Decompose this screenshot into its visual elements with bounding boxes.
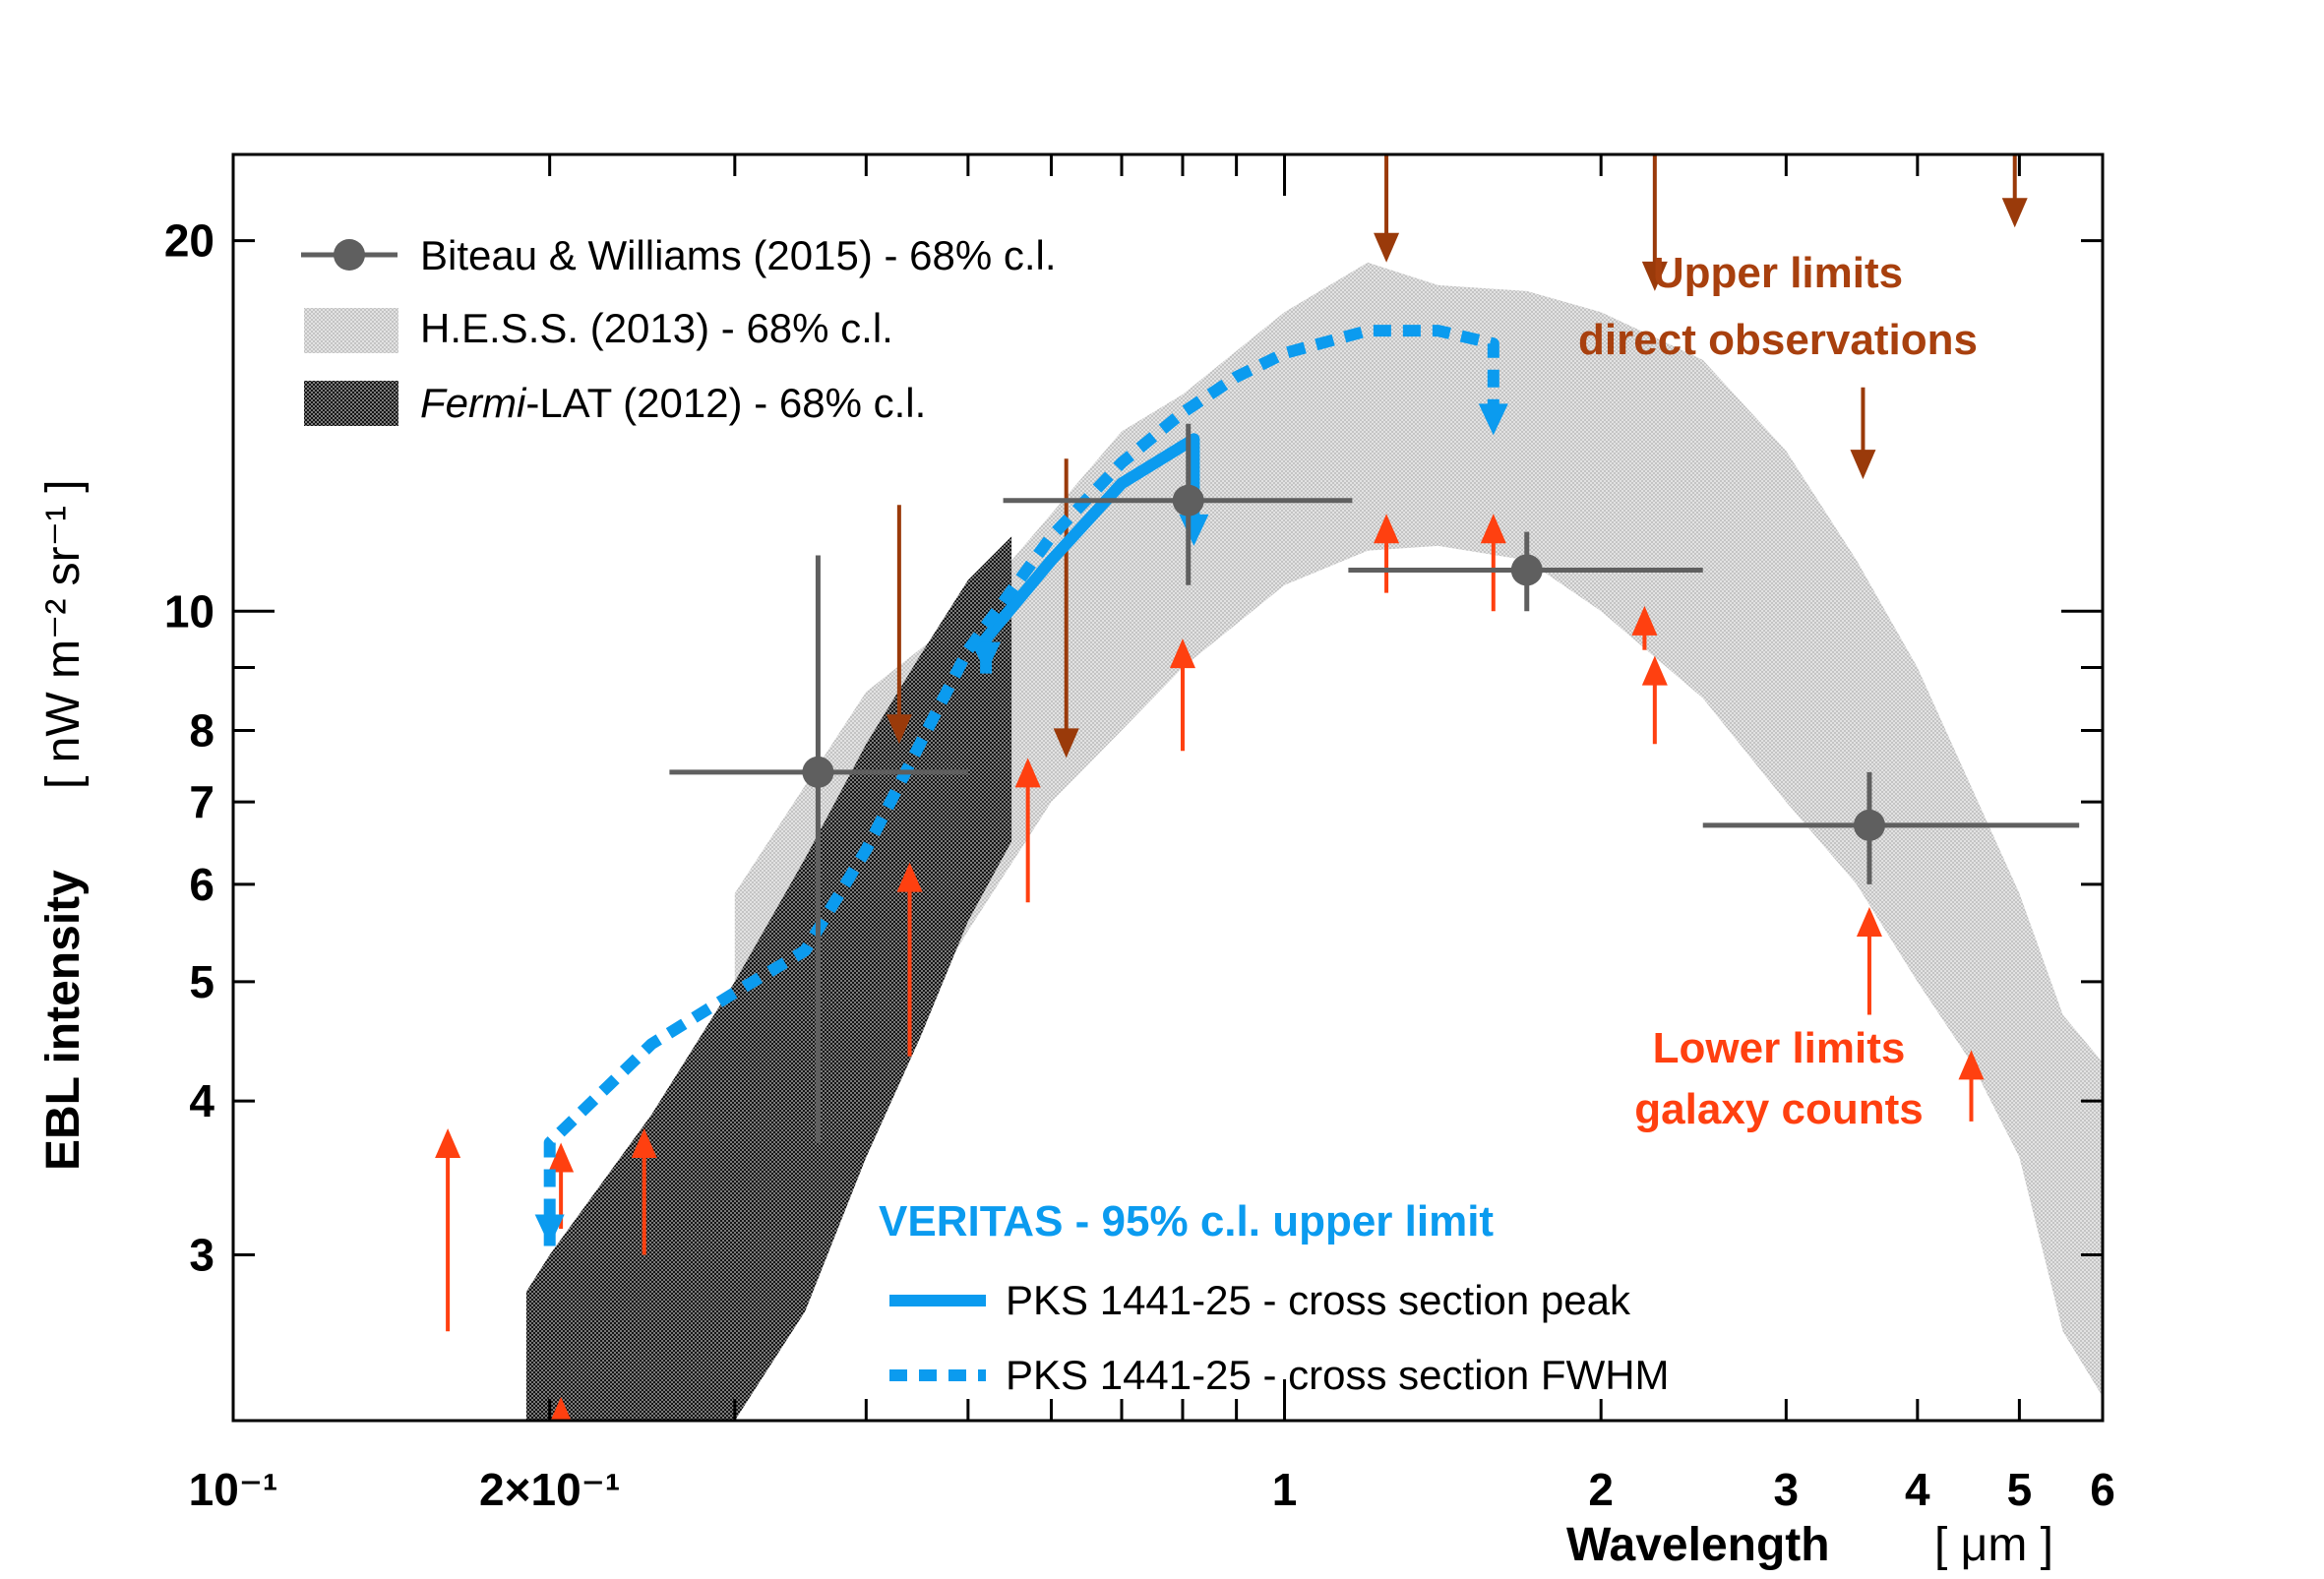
- veritas-legend-title: VERITAS - 95% c.l. upper limit: [879, 1197, 1494, 1245]
- lower-limit-arrow-7-head: [1374, 514, 1400, 544]
- lower-limit-arrow-4-head: [896, 862, 923, 892]
- lower-limits-label-line2: galaxy counts: [1634, 1085, 1923, 1133]
- upper-limits-label-line2: direct observations: [1578, 316, 1978, 364]
- y-tick-label-4: 4: [189, 1075, 214, 1126]
- y-tick-label-10: 10: [164, 585, 214, 637]
- lower-limit-arrow-3: [631, 1128, 657, 1255]
- upper-limit-arrow-5: [2001, 154, 2028, 228]
- lower-limit-arrow-9-head: [1631, 605, 1658, 636]
- lower-limit-arrow-6: [1169, 638, 1195, 752]
- legend-biteau-label: Biteau & Williams (2015) - 68% c.l.: [420, 232, 1057, 278]
- upper-limit-arrow-4: [1850, 387, 1876, 480]
- biteau-point-1: [1003, 423, 1353, 585]
- x-axis-unit: [ μm ]: [1934, 1519, 2053, 1571]
- upper-limit-arrow-2: [1374, 154, 1400, 263]
- axes-layer: 10⁻¹ 2×10⁻¹ 1 2 3 4 5 6 3 4 5 6 7 8 10 20: [164, 152, 2115, 1515]
- fermi-band: [525, 536, 1012, 1421]
- y-tick-label-6: 6: [189, 859, 214, 910]
- upper-limit-arrow-3: [1641, 154, 1668, 291]
- lower-limit-arrow-2: [550, 1396, 572, 1421]
- x-tick-label-0.2: 2×10⁻¹: [479, 1464, 620, 1515]
- hess-band: [734, 262, 2103, 1397]
- legend-fermi-italic: Fermi: [420, 380, 527, 426]
- legend-hess-label: H.E.S.S. (2013) - 68% c.l.: [420, 305, 893, 351]
- lower-limit-arrow-10-head: [1641, 655, 1668, 686]
- lower-limit-arrow-9: [1631, 605, 1658, 650]
- x-tick-label-2: 2: [1588, 1464, 1614, 1515]
- upper-limit-arrow-0-head: [886, 714, 912, 745]
- lower-limit-arrow-3-head: [631, 1128, 657, 1159]
- veritas-peak-curve-arrowhead-0: [971, 641, 1002, 674]
- lower-limit-arrow-10: [1641, 655, 1668, 745]
- y-tick-label-5: 5: [189, 956, 214, 1007]
- x-tick-label-0.1: 10⁻¹: [189, 1464, 278, 1515]
- lower-limit-arrow-8-head: [1480, 514, 1506, 544]
- legend-fermi-swatch: [304, 381, 398, 426]
- veritas-fwhm-curve-line: [543, 325, 1499, 1246]
- x-tick-label-5: 5: [2007, 1464, 2033, 1515]
- y-axis-title: EBL intensity: [37, 870, 90, 1171]
- biteau-marker-1: [1172, 484, 1204, 516]
- y-tick-label-8: 8: [189, 705, 214, 757]
- lower-limit-arrow-7: [1374, 514, 1400, 593]
- y-tick-label-7: 7: [189, 776, 214, 827]
- lower-limit-arrow-11: [1856, 906, 1882, 1015]
- upper-limit-arrow-2-head: [1374, 232, 1400, 263]
- lower-limit-arrow-0: [435, 1128, 461, 1332]
- upper-limit-arrow-4-head: [1850, 450, 1876, 480]
- x-tick-label-6: 6: [2090, 1464, 2115, 1515]
- veritas-fwhm-curve-arrowhead-0: [534, 1214, 565, 1246]
- legend-biteau-marker: [334, 239, 365, 271]
- upper-limit-arrow-3-head: [1641, 261, 1668, 291]
- upper-limit-arrow-1: [1053, 458, 1079, 759]
- lower-limit-arrow-12: [1958, 1050, 1985, 1122]
- annotation-layer: Upper limits direct observations Lower l…: [1578, 249, 1978, 1133]
- y-tick-label-3: 3: [189, 1229, 214, 1280]
- x-tick-label-3: 3: [1774, 1464, 1800, 1515]
- veritas-fwhm-curve: [534, 325, 1508, 1246]
- upper-limit-arrow-5-head: [2001, 198, 2028, 228]
- biteau-point-0: [669, 555, 968, 1143]
- lower-limit-arrow-6-head: [1169, 638, 1195, 669]
- x-tick-label-1: 1: [1272, 1464, 1298, 1515]
- lower-limit-arrow-0-head: [435, 1128, 461, 1159]
- biteau-marker-0: [802, 756, 834, 788]
- lower-limit-arrow-4: [896, 862, 923, 1057]
- legend: Biteau & Williams (2015) - 68% c.l. H.E.…: [301, 232, 1057, 426]
- plot-frame: [231, 152, 2105, 1423]
- biteau-layer: [669, 423, 2080, 1143]
- band-layer: [525, 262, 2103, 1421]
- x-axis-title: Wavelength: [1566, 1519, 1830, 1571]
- veritas-legend-peak-label: PKS 1441-25 - cross section peak: [1006, 1277, 1631, 1323]
- legend-hess-swatch: [304, 308, 398, 353]
- lower-limit-arrow-2-head: [550, 1396, 572, 1421]
- biteau-point-2: [1348, 531, 1703, 612]
- lower-limit-arrow-1-head: [548, 1142, 575, 1173]
- veritas-fwhm-curve-arrowhead-1: [1478, 403, 1508, 436]
- upper-limit-arrow-0: [886, 505, 912, 745]
- lower-limit-arrow-5: [1014, 758, 1041, 903]
- upper-limits-label-line1: Upper limits: [1653, 249, 1903, 297]
- legend-fermi-rest: -LAT (2012) - 68% c.l.: [525, 380, 926, 426]
- veritas-legend: VERITAS - 95% c.l. upper limit PKS 1441-…: [879, 1197, 1670, 1398]
- legend-fermi-label: Fermi-LAT (2012) - 68% c.l.: [420, 380, 926, 426]
- lower-limit-arrow-12-head: [1958, 1050, 1985, 1080]
- veritas-legend-fwhm-label: PKS 1441-25 - cross section FWHM: [1006, 1352, 1670, 1398]
- biteau-marker-2: [1510, 554, 1543, 586]
- lower-limit-arrow-5-head: [1014, 758, 1041, 788]
- lower-limits-label-line1: Lower limits: [1653, 1024, 1906, 1072]
- biteau-point-3: [1702, 771, 2080, 884]
- biteau-marker-3: [1853, 809, 1885, 841]
- upper-limit-arrow-1-head: [1053, 728, 1079, 759]
- x-tick-label-4: 4: [1905, 1464, 1930, 1515]
- axis-titles: Wavelength [ μm ] EBL intensity [ nW m⁻²…: [37, 479, 2053, 1571]
- y-tick-label-20: 20: [164, 215, 214, 267]
- y-axis-unit: [ nW m⁻² sr⁻¹ ]: [37, 479, 90, 789]
- lower-limit-arrow-11-head: [1856, 906, 1882, 937]
